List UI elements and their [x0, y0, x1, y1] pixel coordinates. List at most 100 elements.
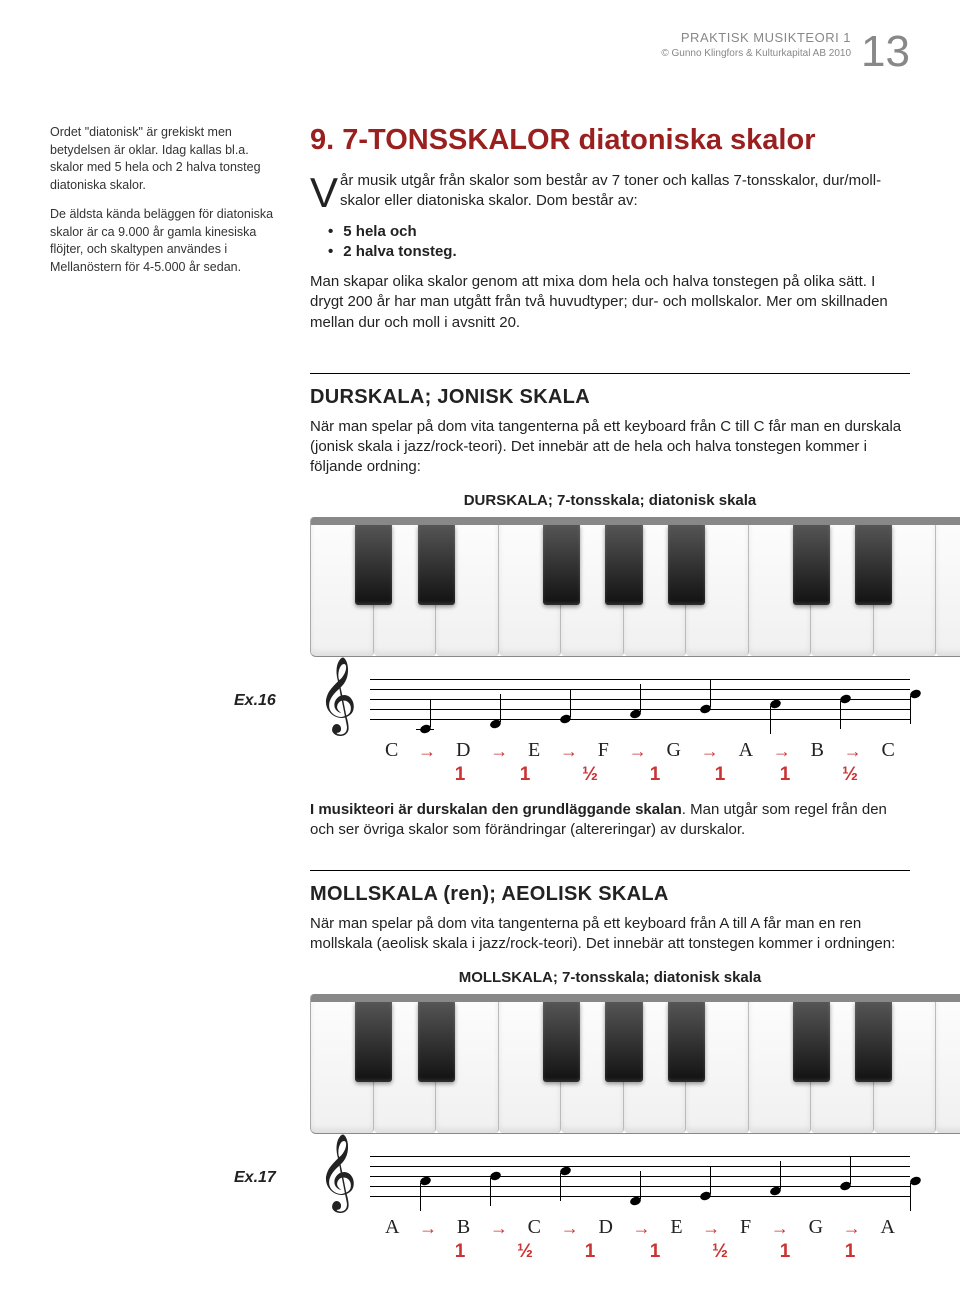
note-letter: G: [809, 1216, 823, 1239]
dur-staff: 𝄞: [310, 669, 910, 733]
dur-text: När man spelar på dom vita tangenterna p…: [310, 417, 910, 478]
sidebar-p2: De äldsta kända beläggen för diatoniska …: [50, 206, 280, 276]
note-letter: B: [457, 1216, 470, 1239]
treble-clef-icon: 𝄞: [318, 1140, 357, 1206]
step-value: 1: [835, 1241, 865, 1263]
note-stem: [640, 1171, 641, 1199]
black-key: [793, 525, 830, 606]
note-letter: A: [880, 1216, 894, 1239]
black-key: [355, 1002, 392, 1083]
piano-diagram: [310, 517, 960, 657]
note-letter: F: [740, 1216, 751, 1239]
black-key: [418, 1002, 455, 1083]
step-value: 1: [640, 764, 670, 786]
sidebar-note: Ordet "diatonisk" är grekiskt men betyde…: [50, 124, 280, 343]
note-stem: [430, 699, 431, 727]
ex16-label: Ex.16: [234, 692, 294, 710]
black-key: [543, 525, 580, 606]
black-key: [355, 525, 392, 606]
arrow-icon: →: [771, 1218, 789, 1239]
header-text: PRAKTISK MUSIKTEORI 1 © Gunno Klingfors …: [661, 30, 851, 60]
black-key: [668, 525, 705, 606]
black-key: [605, 525, 642, 606]
note-stem: [710, 1166, 711, 1194]
page-number: 13: [861, 30, 910, 74]
black-key: [668, 1002, 705, 1083]
note-stem: [640, 684, 641, 712]
note-stem: [840, 701, 841, 729]
moll-text: När man spelar på dom vita tangenterna p…: [310, 914, 910, 955]
step-value: 1: [510, 764, 540, 786]
arrow-icon: →: [773, 741, 791, 762]
step-value: 1: [445, 1241, 475, 1263]
ledger-line: [416, 729, 434, 730]
arrow-icon: →: [702, 1218, 720, 1239]
step-value: ½: [835, 764, 865, 786]
note-stem: [780, 1161, 781, 1189]
black-key: [855, 1002, 892, 1083]
note-stem: [850, 1156, 851, 1184]
white-key: [936, 994, 960, 1133]
note-letter: E: [528, 739, 540, 762]
step-value: 1: [705, 764, 735, 786]
black-key: [855, 525, 892, 606]
arrow-icon: →: [701, 741, 719, 762]
note-stem: [770, 706, 771, 734]
note-letter: C: [528, 1216, 541, 1239]
intro-para2: Man skapar olika skalor genom att mixa d…: [310, 272, 910, 333]
step-value: 1: [575, 1241, 605, 1263]
note-letter: D: [598, 1216, 612, 1239]
divider: [310, 373, 910, 374]
note-stem: [710, 679, 711, 707]
step-value: 1: [770, 764, 800, 786]
note-letter: C: [882, 739, 895, 762]
chapter-title: 9. 7-TONSSKALOR diatoniska skalor: [310, 124, 910, 157]
intro-para: Vår musik utgår från skalor som består a…: [310, 171, 910, 212]
arrow-icon: →: [561, 1218, 579, 1239]
note-stem: [560, 1173, 561, 1201]
arrow-icon: →: [629, 741, 647, 762]
black-key: [605, 1002, 642, 1083]
note-letter: C: [385, 739, 398, 762]
black-key: [418, 525, 455, 606]
dropcap: V: [310, 171, 340, 211]
step-value: ½: [705, 1241, 735, 1263]
moll-staff: 𝄞: [310, 1146, 910, 1210]
intro-text: Vår musik utgår från skalor som består a…: [310, 171, 910, 333]
moll-section: MOLLSKALA (ren); AEOLISK SKALA När man s…: [310, 870, 910, 1263]
note-stem: [910, 696, 911, 724]
black-key: [793, 1002, 830, 1083]
note-stem: [490, 1178, 491, 1206]
step-value: 1: [640, 1241, 670, 1263]
step-value: ½: [510, 1241, 540, 1263]
treble-clef-icon: 𝄞: [318, 663, 357, 729]
black-key: [543, 1002, 580, 1083]
bullet-1: 5 hela och: [328, 222, 910, 242]
note-stem: [500, 694, 501, 722]
note-letter: F: [598, 739, 609, 762]
step-value: 1: [445, 764, 475, 786]
copyright: © Gunno Klingfors & Kulturkapital AB 201…: [661, 47, 851, 60]
dur-section: DURSKALA; JONISK SKALA När man spelar på…: [310, 373, 910, 840]
ex17-label: Ex.17: [234, 1169, 294, 1187]
note-letter: G: [667, 739, 681, 762]
note-stem: [570, 689, 571, 717]
dur-after-bold: I musikteori är durskalan den grundlägga…: [310, 801, 682, 818]
moll-steps-row: 1½11½11: [355, 1241, 865, 1263]
book-title: PRAKTISK MUSIKTEORI 1: [661, 30, 851, 47]
moll-notes-row: A→B→C→D→E→F→G→A: [325, 1216, 895, 1239]
bullet-2: 2 halva tonsteg.: [328, 242, 910, 262]
arrow-icon: →: [844, 741, 862, 762]
arrow-icon: →: [843, 1218, 861, 1239]
dur-after: I musikteori är durskalan den grundlägga…: [310, 800, 910, 841]
dur-steps-row: 1 1 ½ 1 1 1 ½: [355, 764, 865, 786]
note-stem: [420, 1183, 421, 1211]
arrow-icon: →: [490, 741, 508, 762]
dur-staff-row: Ex.16 𝄞: [310, 669, 910, 733]
bullet-list: 5 hela och 2 halva tonsteg.: [310, 222, 910, 263]
note-letter: A: [739, 739, 753, 762]
arrow-icon: →: [633, 1218, 651, 1239]
note-stem: [910, 1183, 911, 1211]
step-value: ½: [575, 764, 605, 786]
moll-subtitle: MOLLSKALA; 7-tonsskala; diatonisk skala: [310, 969, 910, 986]
